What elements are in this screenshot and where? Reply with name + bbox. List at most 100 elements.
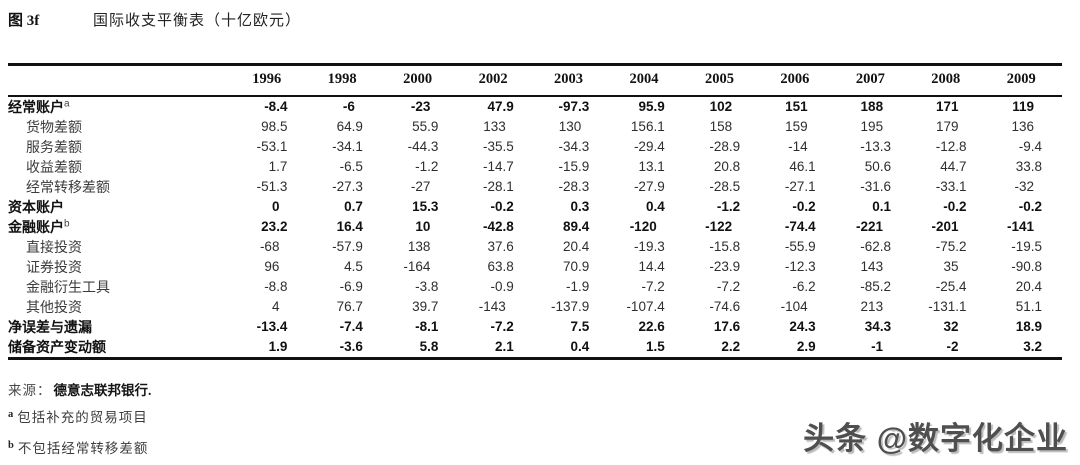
year-header: 2004 <box>629 70 659 87</box>
value-cell: -42.8 <box>483 219 514 234</box>
value-cell: -7.2 <box>641 279 665 294</box>
value-cell: 0.7 <box>344 199 363 214</box>
value-cell: 7.5 <box>570 319 590 334</box>
value-cell: 20.4 <box>1015 279 1042 294</box>
row-label: 经常转移差额 <box>26 178 110 195</box>
value-cell: -74.4 <box>784 219 816 234</box>
value-cell: -44.3 <box>407 139 439 154</box>
value-cell: 37.6 <box>487 239 514 254</box>
value-cell: -1.9 <box>566 279 590 294</box>
value-cell: 158 <box>709 119 733 134</box>
value-cell: 0.4 <box>645 199 665 214</box>
value-cell: 4 <box>271 299 280 314</box>
value-cell: -14 <box>788 139 808 154</box>
year-header: 1998 <box>327 70 357 87</box>
value-cell: 32 <box>943 319 959 334</box>
value-cell: 0.4 <box>570 339 590 354</box>
value-cell: 35 <box>943 259 959 274</box>
value-cell: 18.9 <box>1015 319 1042 334</box>
year-header: 2003 <box>554 70 584 87</box>
table-corner-cell <box>8 65 232 96</box>
value-cell: 188 <box>860 99 884 114</box>
footnote-a-marker: a <box>8 408 15 420</box>
row-label: 货物差额 <box>26 118 82 135</box>
table-row: 金融衍生工具 -8.8 -6.9 -3.8 -0.9 -1.9 -7.2 -7.2 -6.2 -8… <box>8 277 1062 297</box>
value-cell: 3.2 <box>1023 339 1042 354</box>
value-cell: -32 <box>1014 179 1034 194</box>
value-cell: 50.6 <box>864 159 892 174</box>
value-cell: 51.1 <box>1015 299 1042 314</box>
table-row: 净误差与遗漏 -13.4 -7.4 -8.1 -7.2 7.5 22.6 17.6 24.3 34… <box>8 317 1062 337</box>
value-cell: -12.8 <box>935 139 967 154</box>
value-cell: -27.3 <box>332 179 363 194</box>
value-cell: -1 <box>871 339 884 354</box>
value-cell: -33.1 <box>935 179 967 194</box>
value-cell: -143 <box>478 299 506 314</box>
value-cell: -7.2 <box>716 279 741 294</box>
value-cell: -7.2 <box>490 319 514 334</box>
value-cell: -3.8 <box>415 279 439 294</box>
value-cell: 20.8 <box>713 159 741 174</box>
value-cell: 133 <box>483 119 506 134</box>
year-header: 2002 <box>478 70 508 87</box>
table-row: 经常转移差额 -51.3 -27.3 -27 -28.1 -28.3 -27.9 -28.5 -… <box>8 177 1062 197</box>
value-cell: -8.1 <box>415 319 439 334</box>
table-header-row: 1996 1998 2000 2002 2003 2004 2005 2006 2007 2008… <box>8 65 1062 96</box>
footnote-b-text: 不包括经常转移差额 <box>17 441 149 456</box>
value-cell: -201 <box>931 219 959 234</box>
value-cell: -85.2 <box>860 279 892 294</box>
value-cell: -74.6 <box>709 299 741 314</box>
table-row: 证券投资 96 4.5 -164 63.8 70.9 14.4 -23.9 -12.3 143 35… <box>8 257 1062 277</box>
value-cell: 1.7 <box>268 159 288 174</box>
row-label: 其他投资 <box>26 298 82 315</box>
value-cell: 130 <box>558 119 582 134</box>
value-cell: -221 <box>856 219 884 234</box>
value-cell: 179 <box>936 119 959 134</box>
source-value: 德意志联邦银行. <box>53 383 152 398</box>
year-header: 2008 <box>931 70 961 87</box>
value-cell: -0.2 <box>490 199 514 214</box>
value-cell: 55.9 <box>412 119 439 134</box>
year-header: 1996 <box>252 70 282 87</box>
value-cell: -141 <box>1006 219 1034 234</box>
value-cell: -7.4 <box>339 319 363 334</box>
table-row: 收益差额 1.7 -6.5 -1.2 -14.7 -15.9 13.1 20.8 46.1 50.… <box>8 157 1062 177</box>
value-cell: 23.2 <box>261 219 288 234</box>
value-cell: 2.1 <box>495 339 514 354</box>
value-cell: 76.7 <box>336 299 363 314</box>
value-cell: -62.8 <box>860 239 892 254</box>
table-row: 经常账户a -8.4 -6 -23 47.9 -97.3 95.9 102 151 188 171 1… <box>8 96 1062 117</box>
value-cell: -0.2 <box>943 199 967 214</box>
value-cell: 13.1 <box>638 159 665 174</box>
value-cell: 46.1 <box>789 159 816 174</box>
value-cell: -8.4 <box>264 99 288 114</box>
value-cell: 4.5 <box>344 259 363 274</box>
value-cell: 33.8 <box>1015 159 1042 174</box>
value-cell: -6.5 <box>339 159 363 174</box>
value-cell: 213 <box>860 299 884 314</box>
value-cell: -6.2 <box>792 279 816 294</box>
row-label: 金融账户b <box>8 217 70 235</box>
value-cell: 63.8 <box>487 259 514 274</box>
value-cell: 10 <box>415 219 431 234</box>
value-cell: -137.9 <box>550 299 590 314</box>
value-cell: -12.3 <box>784 259 816 274</box>
value-cell: -104 <box>780 299 808 314</box>
value-cell: 2.2 <box>721 339 741 354</box>
value-cell: 95.9 <box>638 99 665 114</box>
value-cell: -57.9 <box>332 239 363 254</box>
value-cell: -9.4 <box>1018 139 1042 154</box>
value-cell: 119 <box>1012 99 1034 114</box>
value-cell: -34.1 <box>332 139 363 154</box>
value-cell: 2.9 <box>796 339 816 354</box>
value-cell: -13.4 <box>256 319 288 334</box>
figure-title-text: 国际收支平衡表（十亿欧元） <box>93 13 302 29</box>
source-label: 来源： <box>8 383 52 398</box>
value-cell: -23 <box>410 99 431 114</box>
footnote-marker: b <box>64 217 70 229</box>
value-cell: -23.9 <box>709 259 741 274</box>
value-cell: -120 <box>629 219 657 234</box>
value-cell: 102 <box>709 99 733 114</box>
value-cell: 17.6 <box>713 319 741 334</box>
value-cell: -19.5 <box>1011 239 1042 254</box>
